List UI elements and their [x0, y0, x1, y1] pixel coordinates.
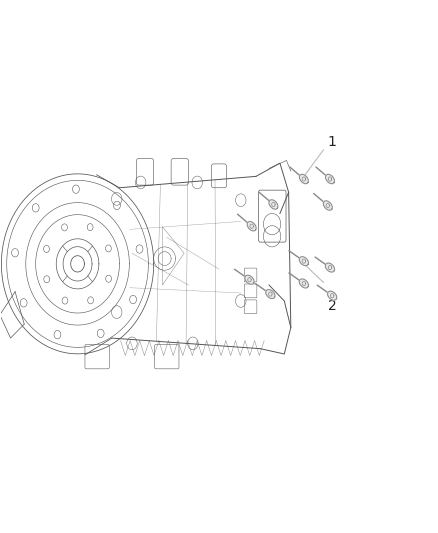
Polygon shape	[325, 263, 335, 272]
Polygon shape	[325, 174, 335, 184]
Polygon shape	[323, 201, 332, 210]
Polygon shape	[300, 174, 308, 184]
Text: 1: 1	[328, 135, 336, 149]
Polygon shape	[247, 222, 256, 231]
Polygon shape	[299, 257, 308, 266]
Polygon shape	[245, 275, 254, 284]
Polygon shape	[266, 289, 275, 298]
Text: 2: 2	[328, 299, 336, 313]
Polygon shape	[328, 291, 337, 300]
Polygon shape	[299, 279, 308, 288]
Polygon shape	[269, 200, 278, 209]
